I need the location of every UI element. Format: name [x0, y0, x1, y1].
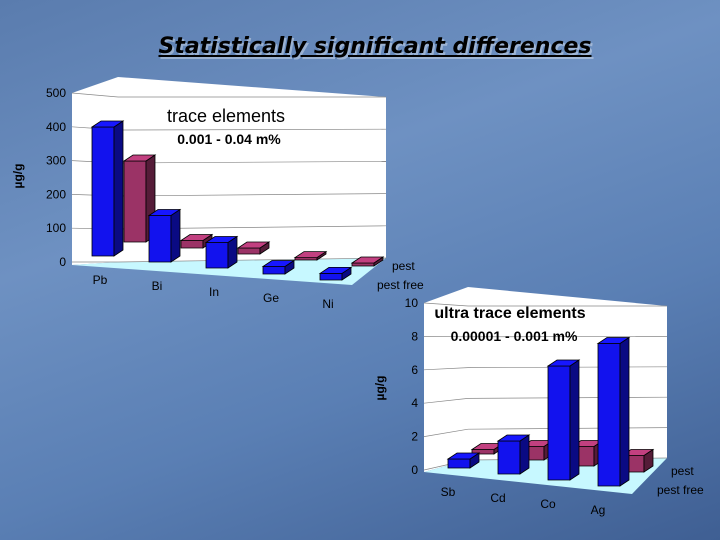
- chart2-title: ultra trace elements: [434, 305, 585, 322]
- x-tick-label: In: [209, 285, 219, 299]
- gridline: [423, 302, 469, 307]
- x-tick-label: Pb: [93, 273, 108, 287]
- chart1-legend-pest-free: pest free: [377, 278, 424, 292]
- y-tick-label: 400: [46, 120, 66, 134]
- bar-pest-Ni: [318, 266, 353, 281]
- gridline: [423, 398, 469, 404]
- gridline: [423, 367, 469, 371]
- y-tick-label: 0: [411, 463, 418, 477]
- gridline: [423, 428, 469, 437]
- chart1-subtitle: 0.001 - 0.04 m%: [177, 131, 281, 147]
- chart1-title: trace elements: [167, 106, 285, 126]
- y-tick-label: 500: [46, 86, 66, 100]
- slide-title: Statistically significant differences: [158, 34, 592, 59]
- bar-pest-free-Ge: [293, 250, 328, 261]
- chart2-legend-pest: pest: [671, 464, 694, 478]
- chart2-legend-pest-free: pest free: [657, 483, 704, 497]
- y-tick-label: 0: [59, 255, 66, 269]
- x-tick-label: Ge: [263, 291, 279, 305]
- y-tick-label: 300: [46, 154, 66, 168]
- bar-pest-Ge: [261, 259, 296, 275]
- chart1-ylabel: µg/g: [11, 164, 25, 189]
- x-tick-label: Ni: [322, 297, 333, 311]
- chart2-subtitle: 0.00001 - 0.001 m%: [451, 328, 578, 344]
- chart2-ylabel: µg/g: [373, 376, 387, 401]
- gridline: [117, 161, 387, 164]
- bar-pest-Ag: [596, 336, 631, 487]
- bar-pest-free-In: [236, 241, 271, 255]
- bar-pest-In: [204, 235, 239, 269]
- y-tick-label: 10: [405, 296, 419, 310]
- y-tick-label: 6: [411, 363, 418, 377]
- y-tick-label: 4: [411, 396, 418, 410]
- x-tick-label: Co: [540, 497, 556, 511]
- bar-pest-Cd: [496, 434, 531, 475]
- y-tick-label: 200: [46, 187, 66, 201]
- x-tick-label: Cd: [490, 491, 505, 505]
- gridline: [71, 92, 119, 98]
- x-tick-label: Sb: [441, 485, 456, 499]
- bar-pest-Pb: [90, 120, 125, 257]
- y-tick-label: 2: [411, 430, 418, 444]
- chart1-legend-pest: pest: [392, 259, 415, 273]
- y-tick-label: 8: [411, 329, 418, 343]
- bar-pest-Bi: [147, 208, 182, 263]
- gridline: [117, 128, 387, 131]
- bar-pest-Co: [546, 359, 581, 481]
- y-tick-label: 100: [46, 221, 66, 235]
- chart1-back-wall: [118, 77, 386, 262]
- bar-pest-free-Ni: [350, 256, 385, 267]
- x-tick-label: Ag: [591, 503, 606, 517]
- bar-pest-Sb: [446, 452, 481, 469]
- chart2-side-wall: [424, 287, 468, 472]
- x-tick-label: Bi: [152, 279, 163, 293]
- gridline: [117, 193, 387, 197]
- chart1-floor: [72, 258, 386, 285]
